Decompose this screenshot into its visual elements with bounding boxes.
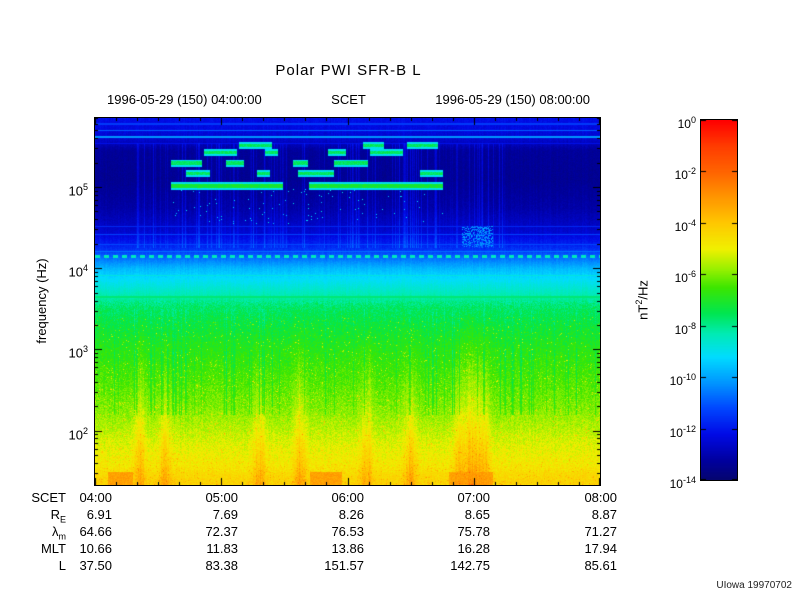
spectrogram-plot bbox=[94, 117, 601, 486]
tick-exp: -8 bbox=[687, 321, 696, 331]
ephemeris-value: 76.53 bbox=[331, 524, 364, 539]
tick-base: 10 bbox=[674, 271, 688, 285]
row-label-sub: m bbox=[58, 531, 67, 542]
x-tick-label: 05:00 bbox=[205, 490, 238, 505]
plot-title: Polar PWI SFR-B L bbox=[275, 62, 422, 79]
time-range-header: 1996-05-29 (150) 04:00:00 SCET 1996-05-2… bbox=[95, 92, 602, 107]
x-tick-label: 07:00 bbox=[457, 490, 490, 505]
tick-base: 10 bbox=[68, 427, 83, 443]
credit-label: UIowa 19970702 bbox=[716, 580, 792, 591]
row-label-text: L bbox=[58, 558, 66, 573]
tick-exp: 5 bbox=[82, 182, 88, 192]
tick-exp: 2 bbox=[82, 426, 88, 436]
spectrogram-canvas bbox=[95, 118, 600, 485]
row-label-sub: E bbox=[59, 514, 66, 525]
x-tick-label: 04:00 bbox=[79, 490, 112, 505]
scet-axis-label: SCET bbox=[331, 92, 366, 107]
ephemeris-value: 151.57 bbox=[324, 558, 364, 573]
tick-base: 10 bbox=[674, 168, 688, 182]
row-label-text: MLT bbox=[40, 541, 66, 556]
tick-exp: -6 bbox=[687, 269, 696, 279]
tick-exp: 0 bbox=[690, 115, 696, 125]
row-label-text: SCET bbox=[31, 490, 66, 505]
tick-base: 10 bbox=[669, 426, 683, 440]
start-time-label: 1996-05-29 (150) 04:00:00 bbox=[107, 92, 262, 107]
ephemeris-value: 16.28 bbox=[457, 541, 490, 556]
colorbar-tick-6: 10-12 bbox=[648, 421, 696, 440]
colorbar-tick-4: 10-8 bbox=[648, 318, 696, 337]
colorbar-tick-3: 10-6 bbox=[648, 266, 696, 285]
ephemeris-row-label-lambda: λm bbox=[18, 524, 67, 542]
ephemeris-value: 8.87 bbox=[591, 507, 617, 522]
tick-base: 10 bbox=[677, 117, 691, 131]
ephemeris-value: 83.38 bbox=[205, 558, 238, 573]
ephemeris-value: 37.50 bbox=[79, 558, 112, 573]
unit-sup: 2 bbox=[634, 299, 644, 305]
y-tick-label-1e2: 102 bbox=[48, 423, 88, 443]
x-tick-label: 06:00 bbox=[331, 490, 364, 505]
tick-exp: -4 bbox=[687, 218, 696, 228]
colorbar bbox=[700, 119, 738, 481]
colorbar-tick-1: 10-2 bbox=[648, 163, 696, 182]
tick-base: 10 bbox=[674, 220, 688, 234]
colorbar-tick-7: 10-14 bbox=[648, 472, 696, 491]
tick-exp: -12 bbox=[682, 424, 696, 434]
colorbar-tick-5: 10-10 bbox=[648, 369, 696, 388]
row-label-text: λ bbox=[52, 524, 59, 539]
ephemeris-value: 85.61 bbox=[584, 558, 617, 573]
ephemeris-row-label-mlt: MLT bbox=[18, 541, 66, 557]
ephemeris-value: 72.37 bbox=[205, 524, 238, 539]
ephemeris-value: 6.91 bbox=[86, 507, 112, 522]
y-tick-label-1e5: 105 bbox=[48, 179, 88, 199]
tick-exp: 3 bbox=[82, 344, 88, 354]
unit-post: /Hz bbox=[635, 280, 651, 300]
ephemeris-value: 71.27 bbox=[584, 524, 617, 539]
end-time-label: 1996-05-29 (150) 08:00:00 bbox=[435, 92, 590, 107]
ephemeris-value: 7.69 bbox=[212, 507, 238, 522]
ephemeris-value: 8.26 bbox=[338, 507, 364, 522]
y-tick-label-1e3: 103 bbox=[48, 341, 88, 361]
tick-base: 10 bbox=[68, 183, 83, 199]
tick-exp: 4 bbox=[82, 263, 88, 273]
tick-exp: -2 bbox=[687, 166, 696, 176]
ephemeris-value: 75.78 bbox=[457, 524, 490, 539]
tick-base: 10 bbox=[68, 345, 83, 361]
ephemeris-row-label-l: L bbox=[18, 558, 66, 574]
ephemeris-value: 17.94 bbox=[584, 541, 617, 556]
tick-base: 10 bbox=[68, 264, 83, 280]
ephemeris-value: 142.75 bbox=[450, 558, 490, 573]
ephemeris-value: 11.83 bbox=[206, 541, 238, 556]
ephemeris-row-label-scet: SCET bbox=[18, 490, 66, 506]
tick-base: 10 bbox=[669, 374, 683, 388]
tick-exp: -10 bbox=[682, 372, 696, 382]
tick-base: 10 bbox=[674, 323, 688, 337]
ephemeris-value: 10.66 bbox=[79, 541, 112, 556]
y-tick-label-1e4: 104 bbox=[48, 260, 88, 280]
ephemeris-row-label-re: RE bbox=[18, 507, 66, 525]
tick-base: 10 bbox=[669, 477, 683, 491]
ephemeris-value: 13.86 bbox=[331, 541, 364, 556]
colorbar-tick-0: 100 bbox=[648, 112, 696, 131]
tick-exp: -14 bbox=[682, 475, 696, 485]
row-label-text: R bbox=[50, 507, 60, 522]
x-tick-label: 08:00 bbox=[584, 490, 617, 505]
colorbar-canvas bbox=[701, 120, 737, 480]
colorbar-tick-2: 10-4 bbox=[648, 215, 696, 234]
ephemeris-value: 64.66 bbox=[79, 524, 112, 539]
ephemeris-value: 8.65 bbox=[464, 507, 490, 522]
